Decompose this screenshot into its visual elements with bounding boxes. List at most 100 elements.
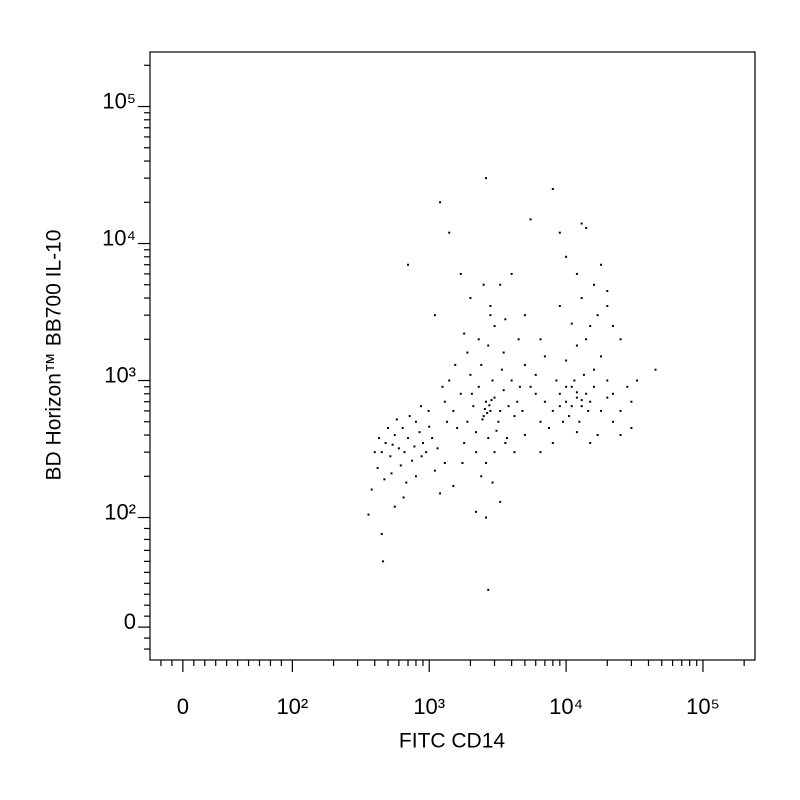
data-point bbox=[482, 283, 485, 286]
data-point bbox=[600, 409, 603, 412]
data-point bbox=[636, 379, 639, 382]
data-point bbox=[573, 379, 576, 382]
data-point bbox=[516, 400, 519, 403]
data-point bbox=[380, 451, 383, 454]
data-point bbox=[405, 481, 408, 484]
data-point bbox=[459, 392, 462, 395]
data-point bbox=[619, 409, 622, 412]
data-point bbox=[575, 344, 578, 347]
data-point bbox=[433, 469, 436, 472]
data-point bbox=[513, 451, 516, 454]
plot-frame bbox=[149, 51, 756, 661]
x-tick-label: 10⁵ bbox=[686, 694, 720, 719]
data-point bbox=[389, 455, 392, 458]
data-point bbox=[589, 441, 592, 444]
data-point bbox=[446, 420, 449, 423]
data-point bbox=[539, 451, 542, 454]
data-point bbox=[477, 385, 480, 388]
data-point bbox=[419, 405, 422, 408]
data-point bbox=[523, 434, 526, 437]
data-point bbox=[452, 484, 455, 487]
data-point bbox=[585, 392, 588, 395]
data-point bbox=[593, 283, 596, 286]
x-tick-label: 10² bbox=[276, 694, 308, 719]
data-point bbox=[529, 385, 532, 388]
data-point bbox=[575, 391, 578, 394]
data-point bbox=[558, 304, 561, 307]
data-point bbox=[534, 373, 537, 376]
data-point bbox=[399, 464, 402, 467]
data-point bbox=[575, 272, 578, 275]
data-point bbox=[393, 434, 396, 437]
data-point bbox=[420, 455, 423, 458]
data-point bbox=[510, 272, 513, 275]
data-point bbox=[529, 218, 532, 221]
data-point bbox=[448, 379, 451, 382]
data-point bbox=[596, 434, 599, 437]
data-point bbox=[439, 201, 442, 204]
data-point bbox=[378, 437, 381, 440]
data-point bbox=[413, 445, 416, 448]
data-point bbox=[570, 322, 573, 325]
data-point bbox=[630, 427, 633, 430]
data-point bbox=[589, 400, 592, 403]
data-point bbox=[513, 415, 516, 418]
data-point bbox=[487, 344, 490, 347]
data-point bbox=[431, 437, 434, 440]
data-point bbox=[626, 385, 629, 388]
data-point bbox=[539, 338, 542, 341]
data-point bbox=[439, 492, 442, 495]
data-point bbox=[472, 405, 475, 408]
data-point bbox=[475, 431, 478, 434]
data-point bbox=[421, 441, 424, 444]
data-point bbox=[499, 283, 502, 286]
x-tick-label: 10⁴ bbox=[549, 694, 583, 719]
data-point bbox=[490, 399, 493, 402]
data-point bbox=[485, 400, 488, 403]
data-point bbox=[443, 400, 446, 403]
data-point bbox=[481, 418, 484, 421]
data-point bbox=[565, 385, 568, 388]
data-point bbox=[523, 363, 526, 366]
x-axis-label: FITC CD14 bbox=[399, 730, 506, 753]
data-point bbox=[480, 475, 483, 478]
data-point bbox=[391, 443, 394, 446]
data-point bbox=[502, 389, 505, 392]
data-point bbox=[582, 373, 585, 376]
data-point bbox=[611, 392, 614, 395]
data-point bbox=[408, 415, 411, 418]
data-point bbox=[547, 427, 550, 430]
data-point bbox=[606, 290, 609, 293]
data-point bbox=[485, 516, 488, 519]
data-point bbox=[489, 409, 492, 412]
data-point bbox=[517, 338, 520, 341]
data-point bbox=[480, 363, 483, 366]
data-point bbox=[551, 188, 554, 191]
data-point bbox=[493, 325, 496, 328]
data-point bbox=[606, 396, 609, 399]
data-point bbox=[606, 304, 609, 307]
data-point bbox=[587, 409, 590, 412]
data-point bbox=[403, 451, 406, 454]
data-point bbox=[518, 385, 521, 388]
data-point bbox=[463, 332, 466, 335]
data-point bbox=[469, 373, 472, 376]
data-point bbox=[543, 400, 546, 403]
data-point bbox=[580, 405, 583, 408]
data-point bbox=[475, 510, 478, 513]
data-point bbox=[463, 441, 466, 444]
data-point bbox=[611, 420, 614, 423]
data-point bbox=[543, 355, 546, 358]
data-point bbox=[489, 304, 492, 307]
data-point bbox=[596, 314, 599, 317]
y-tick-label: 10³ bbox=[104, 362, 136, 387]
data-point bbox=[570, 405, 573, 408]
data-point bbox=[600, 355, 603, 358]
data-point bbox=[491, 481, 494, 484]
data-point bbox=[497, 420, 500, 423]
data-point bbox=[466, 420, 469, 423]
data-point bbox=[589, 325, 592, 328]
data-point bbox=[401, 427, 404, 430]
data-point bbox=[565, 400, 568, 403]
